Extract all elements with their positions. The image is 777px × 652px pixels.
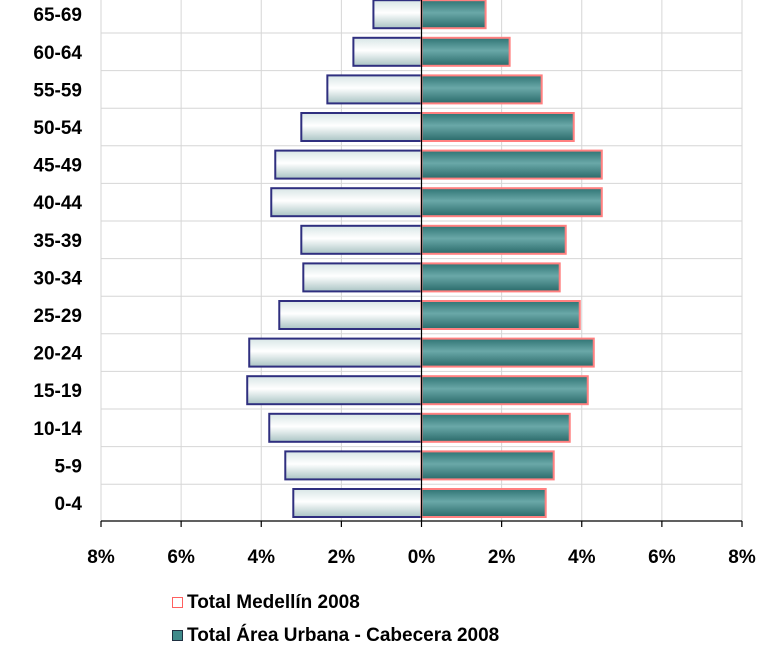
y-tick-label-30-34: 30-34 — [33, 268, 82, 289]
bar-medellin-15-19 — [246, 375, 423, 406]
bar-medellin-10-14 — [268, 412, 423, 443]
bar-medellin-65-69 — [372, 0, 423, 30]
legend-swatch-area-urbana — [172, 630, 183, 641]
bar-area-urbana-35-39 — [420, 224, 567, 255]
bar-area-urbana-10-14 — [420, 412, 571, 443]
bar-area-urbana-60-64 — [420, 36, 511, 67]
bar-area-urbana-45-49 — [420, 149, 603, 180]
bar-medellin-60-64 — [352, 36, 423, 67]
legend-item-medellin: Total Medellín 2008 — [172, 586, 499, 619]
x-tick-label: 6% — [167, 547, 195, 568]
x-tick-label: 8% — [728, 547, 756, 568]
x-tick-label: 2% — [328, 547, 356, 568]
bar-medellin-0-4 — [292, 488, 423, 518]
bar-medellin-40-44 — [270, 187, 423, 218]
bar-area-urbana-20-24 — [420, 337, 595, 368]
y-tick-label-35-39: 35-39 — [33, 231, 82, 252]
bar-area-urbana-15-19 — [420, 375, 589, 406]
y-tick-label-20-24: 20-24 — [33, 344, 82, 365]
y-tick-label-55-59: 55-59 — [33, 80, 82, 101]
x-tick-label: 4% — [248, 547, 276, 568]
legend-item-area-urbana: Total Área Urbana - Cabecera 2008 — [172, 619, 499, 652]
y-tick-label-15-19: 15-19 — [33, 381, 82, 402]
x-tick-label: 4% — [568, 547, 596, 568]
bar-medellin-25-29 — [278, 300, 423, 330]
bar-area-urbana-40-44 — [420, 187, 603, 218]
y-tick-label-5-9: 5-9 — [55, 456, 82, 477]
bar-area-urbana-0-4 — [420, 488, 547, 518]
legend: Total Medellín 2008 Total Área Urbana - … — [172, 586, 499, 652]
bars — [246, 0, 603, 518]
y-tick-label-25-29: 25-29 — [33, 306, 82, 327]
x-tick-labels: 8% 6% 4% 2% 0% 2% 4% 6% 8% — [87, 547, 756, 568]
y-tick-label-45-49: 45-49 — [33, 156, 82, 177]
x-tick-label: 0% — [408, 547, 436, 568]
y-tick-label-60-64: 60-64 — [33, 43, 82, 64]
x-tick-label: 8% — [87, 547, 115, 568]
y-tick-label-10-14: 10-14 — [33, 419, 82, 440]
bar-medellin-30-34 — [302, 262, 423, 293]
legend-label-medellin: Total Medellín 2008 — [187, 591, 360, 613]
bar-area-urbana-50-54 — [420, 112, 575, 142]
y-tick-label-65-69: 65-69 — [33, 5, 82, 26]
bar-medellin-35-39 — [300, 224, 423, 255]
bar-area-urbana-30-34 — [420, 262, 561, 293]
bar-medellin-55-59 — [326, 74, 423, 105]
bar-medellin-50-54 — [300, 112, 423, 142]
bar-medellin-5-9 — [284, 450, 423, 481]
x-tick-label: 6% — [648, 547, 676, 568]
bar-area-urbana-25-29 — [420, 300, 581, 330]
y-tick-labels: 0-4 5-9 10-14 15-19 20-24 25-29 30-34 35-39 40-4… — [33, 5, 82, 515]
bar-area-urbana-65-69 — [420, 0, 487, 30]
bar-area-urbana-5-9 — [420, 450, 555, 481]
y-tick-label-0-4: 0-4 — [55, 494, 83, 515]
y-tick-label-50-54: 50-54 — [33, 118, 82, 139]
x-tick-label: 2% — [488, 547, 516, 568]
axes — [100, 0, 743, 527]
legend-swatch-medellin — [172, 597, 183, 608]
bar-medellin-45-49 — [274, 149, 423, 180]
bar-area-urbana-55-59 — [420, 74, 543, 105]
y-tick-label-40-44: 40-44 — [33, 193, 82, 214]
legend-label-area-urbana: Total Área Urbana - Cabecera 2008 — [187, 624, 500, 646]
bar-medellin-20-24 — [248, 337, 423, 368]
